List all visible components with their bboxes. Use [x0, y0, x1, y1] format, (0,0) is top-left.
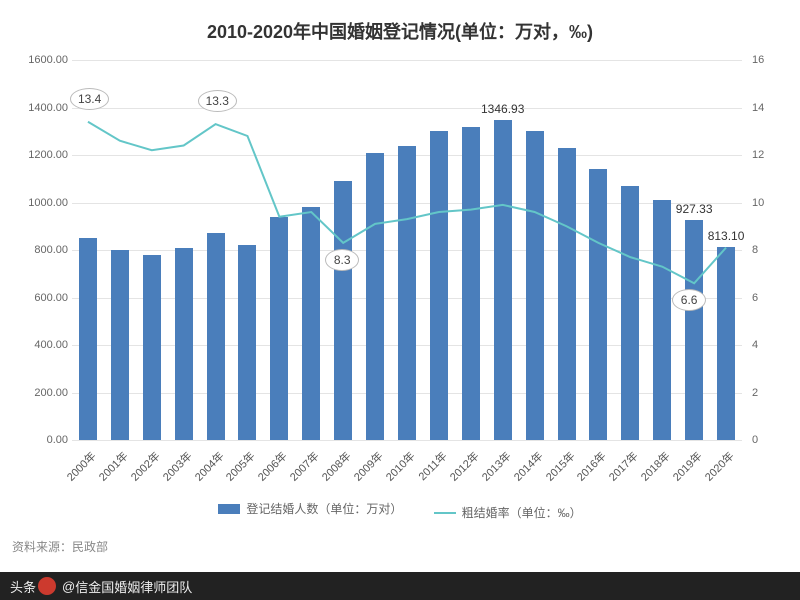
x-tick-label: 2018年	[637, 448, 673, 484]
line-callout: 13.4	[70, 88, 109, 110]
x-tick-label: 2008年	[318, 448, 354, 484]
bar-value-label: 1346.93	[481, 102, 524, 116]
x-tick-label: 2010年	[382, 448, 418, 484]
ytick-left: 1000.00	[8, 197, 68, 209]
source-line: 资料来源：民政部	[12, 538, 108, 555]
legend-item-bars: 登记结婚人数（单位：万对）	[218, 500, 402, 517]
x-tick-label: 2019年	[669, 448, 705, 484]
legend: 登记结婚人数（单位：万对） 粗结婚率（单位：‰）	[0, 500, 800, 521]
x-tick-label: 2016年	[573, 448, 609, 484]
chart-title: 2010-2020年中国婚姻登记情况(单位：万对，‰)	[0, 0, 800, 44]
x-tick-label: 2003年	[159, 448, 195, 484]
ytick-left: 0.00	[8, 434, 68, 446]
x-tick-label: 2011年	[414, 448, 450, 484]
ytick-left: 1400.00	[8, 102, 68, 114]
legend-swatch-line	[434, 512, 456, 514]
footer-prefix: 头条	[10, 577, 36, 596]
ytick-right: 6	[752, 292, 792, 304]
source-prefix: 资料来源：	[12, 540, 72, 554]
ytick-right: 10	[752, 197, 792, 209]
chart-container: 2010-2020年中国婚姻登记情况(单位：万对，‰) 0.00200.0040…	[0, 0, 800, 560]
at-symbol: @	[62, 579, 75, 594]
x-tick-label: 2015年	[541, 448, 577, 484]
ytick-left: 1600.00	[8, 54, 68, 66]
x-tick-label: 2002年	[127, 448, 163, 484]
x-tick-label: 2009年	[350, 448, 386, 484]
x-tick-label: 2012年	[446, 448, 482, 484]
footer-author: 信金国婚姻律师团队	[75, 577, 192, 596]
ytick-right: 14	[752, 102, 792, 114]
x-tick-label: 2004年	[190, 448, 226, 484]
legend-item-line: 粗结婚率（单位：‰）	[434, 504, 582, 521]
ytick-left: 800.00	[8, 244, 68, 256]
ytick-left: 1200.00	[8, 149, 68, 161]
footer-bar: 头条 @ 信金国婚姻律师团队	[0, 572, 800, 600]
line-callout: 8.3	[325, 249, 359, 271]
legend-label-bars: 登记结婚人数（单位：万对）	[246, 500, 402, 517]
x-tick-label: 2014年	[510, 448, 546, 484]
ytick-right: 2	[752, 387, 792, 399]
bar-value-label: 927.33	[676, 202, 713, 216]
ytick-right: 12	[752, 149, 792, 161]
ytick-right: 16	[752, 54, 792, 66]
x-tick-label: 2001年	[95, 448, 131, 484]
legend-label-line: 粗结婚率（单位：‰）	[462, 504, 582, 521]
ytick-right: 8	[752, 244, 792, 256]
ytick-left: 400.00	[8, 339, 68, 351]
bar-value-label: 813.10	[708, 229, 745, 243]
x-axis-labels: 2000年2001年2002年2003年2004年2005年2006年2007年…	[72, 440, 742, 490]
x-tick-label: 2020年	[701, 448, 737, 484]
source-name: 民政部	[72, 540, 108, 554]
plot-area: 1346.93927.33813.1013.413.38.36.6	[72, 60, 742, 440]
x-tick-label: 2007年	[286, 448, 322, 484]
ytick-left: 200.00	[8, 387, 68, 399]
x-tick-label: 2005年	[222, 448, 258, 484]
line-path	[88, 122, 726, 284]
line-callout: 13.3	[198, 90, 237, 112]
x-tick-label: 2000年	[63, 448, 99, 484]
line-series	[72, 60, 742, 440]
x-tick-label: 2017年	[605, 448, 641, 484]
ytick-left: 600.00	[8, 292, 68, 304]
legend-swatch-bar	[218, 504, 240, 514]
ytick-right: 0	[752, 434, 792, 446]
x-tick-label: 2013年	[478, 448, 514, 484]
ytick-right: 4	[752, 339, 792, 351]
avatar-icon	[38, 577, 56, 595]
x-tick-label: 2006年	[254, 448, 290, 484]
